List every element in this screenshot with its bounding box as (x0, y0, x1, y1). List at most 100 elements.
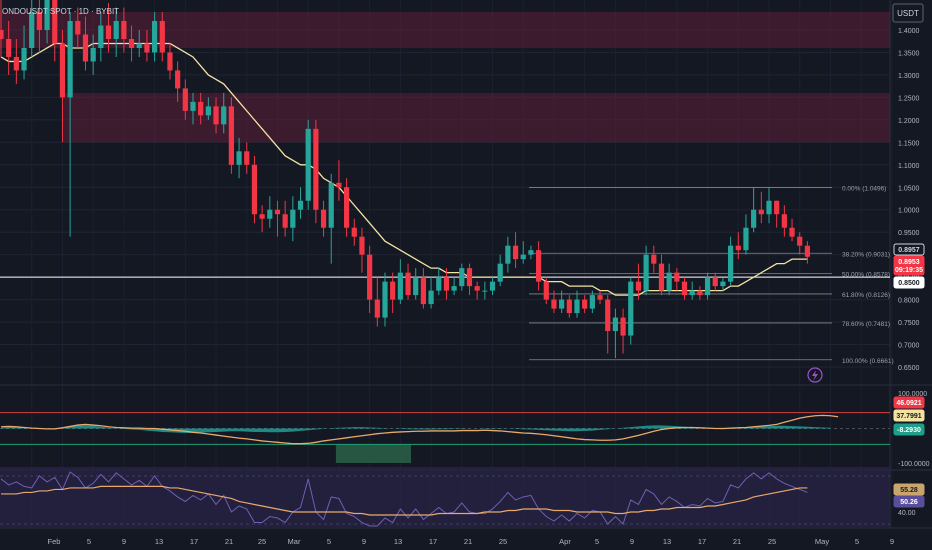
candle-body[interactable] (105, 25, 112, 39)
candle-body[interactable] (413, 277, 419, 296)
candle-body[interactable] (605, 299, 611, 332)
candle-body[interactable] (13, 56, 19, 71)
candle-body[interactable] (297, 200, 304, 210)
candle-body[interactable] (228, 106, 234, 165)
candle-body[interactable] (589, 295, 595, 309)
candle-body[interactable] (167, 52, 173, 71)
candle-body[interactable] (21, 47, 27, 71)
candle-body[interactable] (697, 290, 703, 296)
candle-body[interactable] (44, 0, 50, 30)
candle-body[interactable] (505, 245, 511, 264)
candle-body[interactable] (420, 277, 426, 305)
candle-body[interactable] (597, 295, 603, 300)
candle-body[interactable] (574, 299, 580, 314)
candle-body[interactable] (543, 281, 549, 300)
lightning-icon[interactable] (807, 367, 823, 383)
candle-body[interactable] (743, 227, 749, 251)
candle-body[interactable] (244, 151, 250, 165)
candle-body[interactable] (336, 182, 342, 188)
candle-body[interactable] (635, 281, 642, 291)
candle-body[interactable] (128, 38, 135, 48)
candle-body[interactable] (175, 70, 181, 89)
candle-body[interactable] (497, 263, 503, 282)
candle-body[interactable] (190, 101, 196, 111)
candle-body[interactable] (390, 281, 396, 300)
candle-body[interactable] (75, 21, 81, 35)
currency-button[interactable]: USDT (892, 3, 924, 23)
candle-body[interactable] (213, 106, 219, 125)
candle-body[interactable] (6, 38, 12, 57)
candle-body[interactable] (459, 268, 465, 287)
candle-body[interactable] (489, 281, 496, 291)
candle-body[interactable] (320, 209, 327, 228)
candle-body[interactable] (236, 151, 242, 165)
candle-body[interactable] (67, 21, 73, 98)
candle-body[interactable] (751, 209, 757, 228)
candle-body[interactable] (113, 21, 119, 39)
candle-body[interactable] (121, 21, 127, 39)
candle-body[interactable] (36, 12, 42, 30)
candle-body[interactable] (328, 182, 334, 228)
candle-body[interactable] (674, 272, 680, 282)
candle-body[interactable] (182, 88, 188, 111)
candle-body[interactable] (152, 21, 158, 53)
candle-body[interactable] (382, 281, 388, 318)
candle-body[interactable] (52, 0, 58, 44)
candle-body[interactable] (766, 200, 772, 215)
candle-body[interactable] (90, 47, 96, 62)
candle-body[interactable] (797, 236, 803, 246)
candle-body[interactable] (282, 214, 288, 228)
candle-body[interactable] (367, 254, 373, 300)
candle-body[interactable] (582, 299, 588, 309)
candlesticks[interactable] (0, 0, 810, 359)
candle-body[interactable] (443, 277, 450, 291)
candle-body[interactable] (566, 299, 572, 314)
candle-body[interactable] (290, 209, 296, 228)
candle-body[interactable] (0, 30, 4, 39)
candle-body[interactable] (735, 245, 741, 251)
candle-body[interactable] (267, 209, 273, 219)
candle-body[interactable] (658, 263, 665, 291)
candle-body[interactable] (720, 281, 726, 287)
candle-body[interactable] (351, 227, 357, 237)
candle-body[interactable] (528, 250, 534, 255)
candle-body[interactable] (374, 299, 380, 318)
candle-body[interactable] (559, 299, 565, 309)
candle-body[interactable] (628, 281, 634, 336)
candle-body[interactable] (313, 128, 319, 210)
time-axis[interactable]: Feb 5 9 13 17 21 25 Mar 5 9 13 17 21 25 Apr 5 9 13 17 21 25 M… (48, 537, 895, 546)
candle-body[interactable] (804, 245, 810, 257)
candle-body[interactable] (681, 281, 688, 296)
candle-body[interactable] (259, 214, 265, 219)
candle-body[interactable] (620, 317, 626, 336)
candle-body[interactable] (59, 43, 66, 98)
candle-body[interactable] (536, 250, 542, 282)
candle-body[interactable] (274, 209, 281, 215)
candle-body[interactable] (251, 164, 258, 215)
candle-body[interactable] (159, 21, 165, 53)
candle-body[interactable] (82, 34, 89, 62)
candle-body[interactable] (712, 277, 718, 287)
candle-body[interactable] (666, 272, 672, 291)
candle-body[interactable] (436, 277, 442, 291)
candle-body[interactable] (612, 317, 618, 332)
candle-body[interactable] (428, 290, 434, 305)
candle-body[interactable] (451, 286, 457, 291)
candle-body[interactable] (643, 254, 649, 291)
candle-body[interactable] (405, 272, 411, 296)
candle-body[interactable] (344, 187, 350, 228)
candle-body[interactable] (689, 290, 695, 296)
candle-body[interactable] (359, 236, 365, 255)
candle-body[interactable] (781, 214, 787, 228)
candle-body[interactable] (551, 299, 557, 309)
candle-body[interactable] (144, 43, 150, 53)
candle-body[interactable] (136, 43, 142, 48)
candle-body[interactable] (466, 268, 473, 287)
candle-body[interactable] (29, 12, 35, 48)
candle-body[interactable] (205, 106, 211, 116)
candle-body[interactable] (789, 227, 795, 237)
candle-body[interactable] (221, 106, 227, 125)
candle-body[interactable] (728, 245, 734, 282)
candle-body[interactable] (305, 128, 311, 201)
